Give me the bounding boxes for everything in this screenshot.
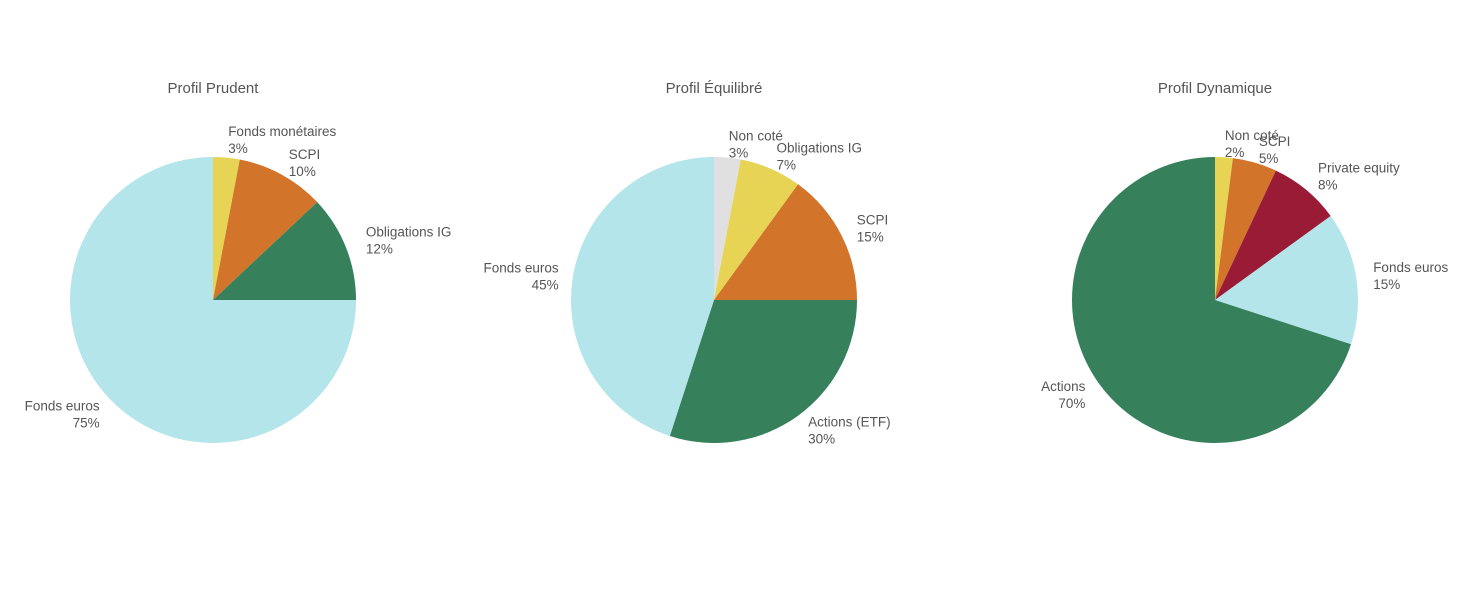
pie-slice-actions bbox=[1071, 157, 1351, 443]
slice-label: SCPI bbox=[1259, 134, 1291, 149]
slice-label: Fonds euros bbox=[484, 260, 559, 275]
pie-chart-profil-dynamique: Profil Dynamique Non coté 2% SCPI 5% Private … bbox=[1041, 80, 1448, 443]
pie-slice-scpi bbox=[714, 184, 857, 300]
slice-label: Non coté bbox=[729, 128, 783, 143]
slice-percent: 7% bbox=[777, 158, 797, 173]
slice-label: Fonds monétaires bbox=[228, 124, 336, 139]
slice-label: Actions bbox=[1041, 379, 1086, 394]
slice-percent: 15% bbox=[1373, 277, 1400, 292]
pie-slice-fonds-monetaires bbox=[213, 157, 240, 300]
slice-percent: 45% bbox=[532, 277, 559, 292]
slice-percent: 10% bbox=[289, 164, 316, 179]
pie-slice-scpi bbox=[1215, 158, 1276, 300]
slice-label: Fonds euros bbox=[1373, 260, 1448, 275]
pie-slice-non-cote bbox=[714, 157, 741, 300]
slice-percent: 2% bbox=[1225, 145, 1245, 160]
slice-percent: 75% bbox=[73, 415, 100, 430]
slice-label: SCPI bbox=[289, 147, 321, 162]
pie-chart-profil-prudent: Profil Prudent Fonds monétaires 3% SCPI 10% O… bbox=[25, 80, 452, 443]
slice-percent: 12% bbox=[366, 242, 393, 257]
slice-label: Obligations IG bbox=[366, 225, 452, 240]
slice-percent: 3% bbox=[729, 145, 749, 160]
pie-slice-non-cote bbox=[1215, 157, 1233, 300]
slice-label: Obligations IG bbox=[777, 141, 863, 156]
pie-slice-fonds-euros bbox=[70, 157, 356, 443]
pie-slice-obligations-ig bbox=[213, 202, 356, 300]
pie-chart-profil-equilibre: Profil Équilibré Non coté 3% Obligations IG… bbox=[484, 80, 891, 447]
slice-percent: 3% bbox=[228, 141, 248, 156]
pie-slice-fonds-euros bbox=[1215, 215, 1358, 345]
chart-title: Profil Équilibré bbox=[666, 80, 763, 97]
pie-slice-actions-etf bbox=[669, 300, 857, 443]
pie-slice-scpi bbox=[213, 159, 318, 300]
pie-slice-fonds-euros bbox=[571, 157, 714, 436]
slice-percent: 8% bbox=[1318, 178, 1338, 193]
slice-percent: 30% bbox=[808, 432, 835, 447]
slice-percent: 5% bbox=[1259, 151, 1279, 166]
slice-label: Fonds euros bbox=[25, 398, 100, 413]
slice-label: SCPI bbox=[857, 212, 889, 227]
chart-title: Profil Dynamique bbox=[1158, 80, 1272, 97]
slice-label: Non coté bbox=[1225, 128, 1279, 143]
slice-label: Actions (ETF) bbox=[808, 415, 891, 430]
slice-percent: 15% bbox=[857, 229, 884, 244]
slice-percent: 70% bbox=[1058, 396, 1085, 411]
pie-slice-obligations-ig bbox=[714, 159, 799, 300]
slice-label: Private equity bbox=[1318, 161, 1400, 176]
pie-slice-private-equity bbox=[1215, 170, 1331, 300]
chart-title: Profil Prudent bbox=[168, 80, 260, 97]
